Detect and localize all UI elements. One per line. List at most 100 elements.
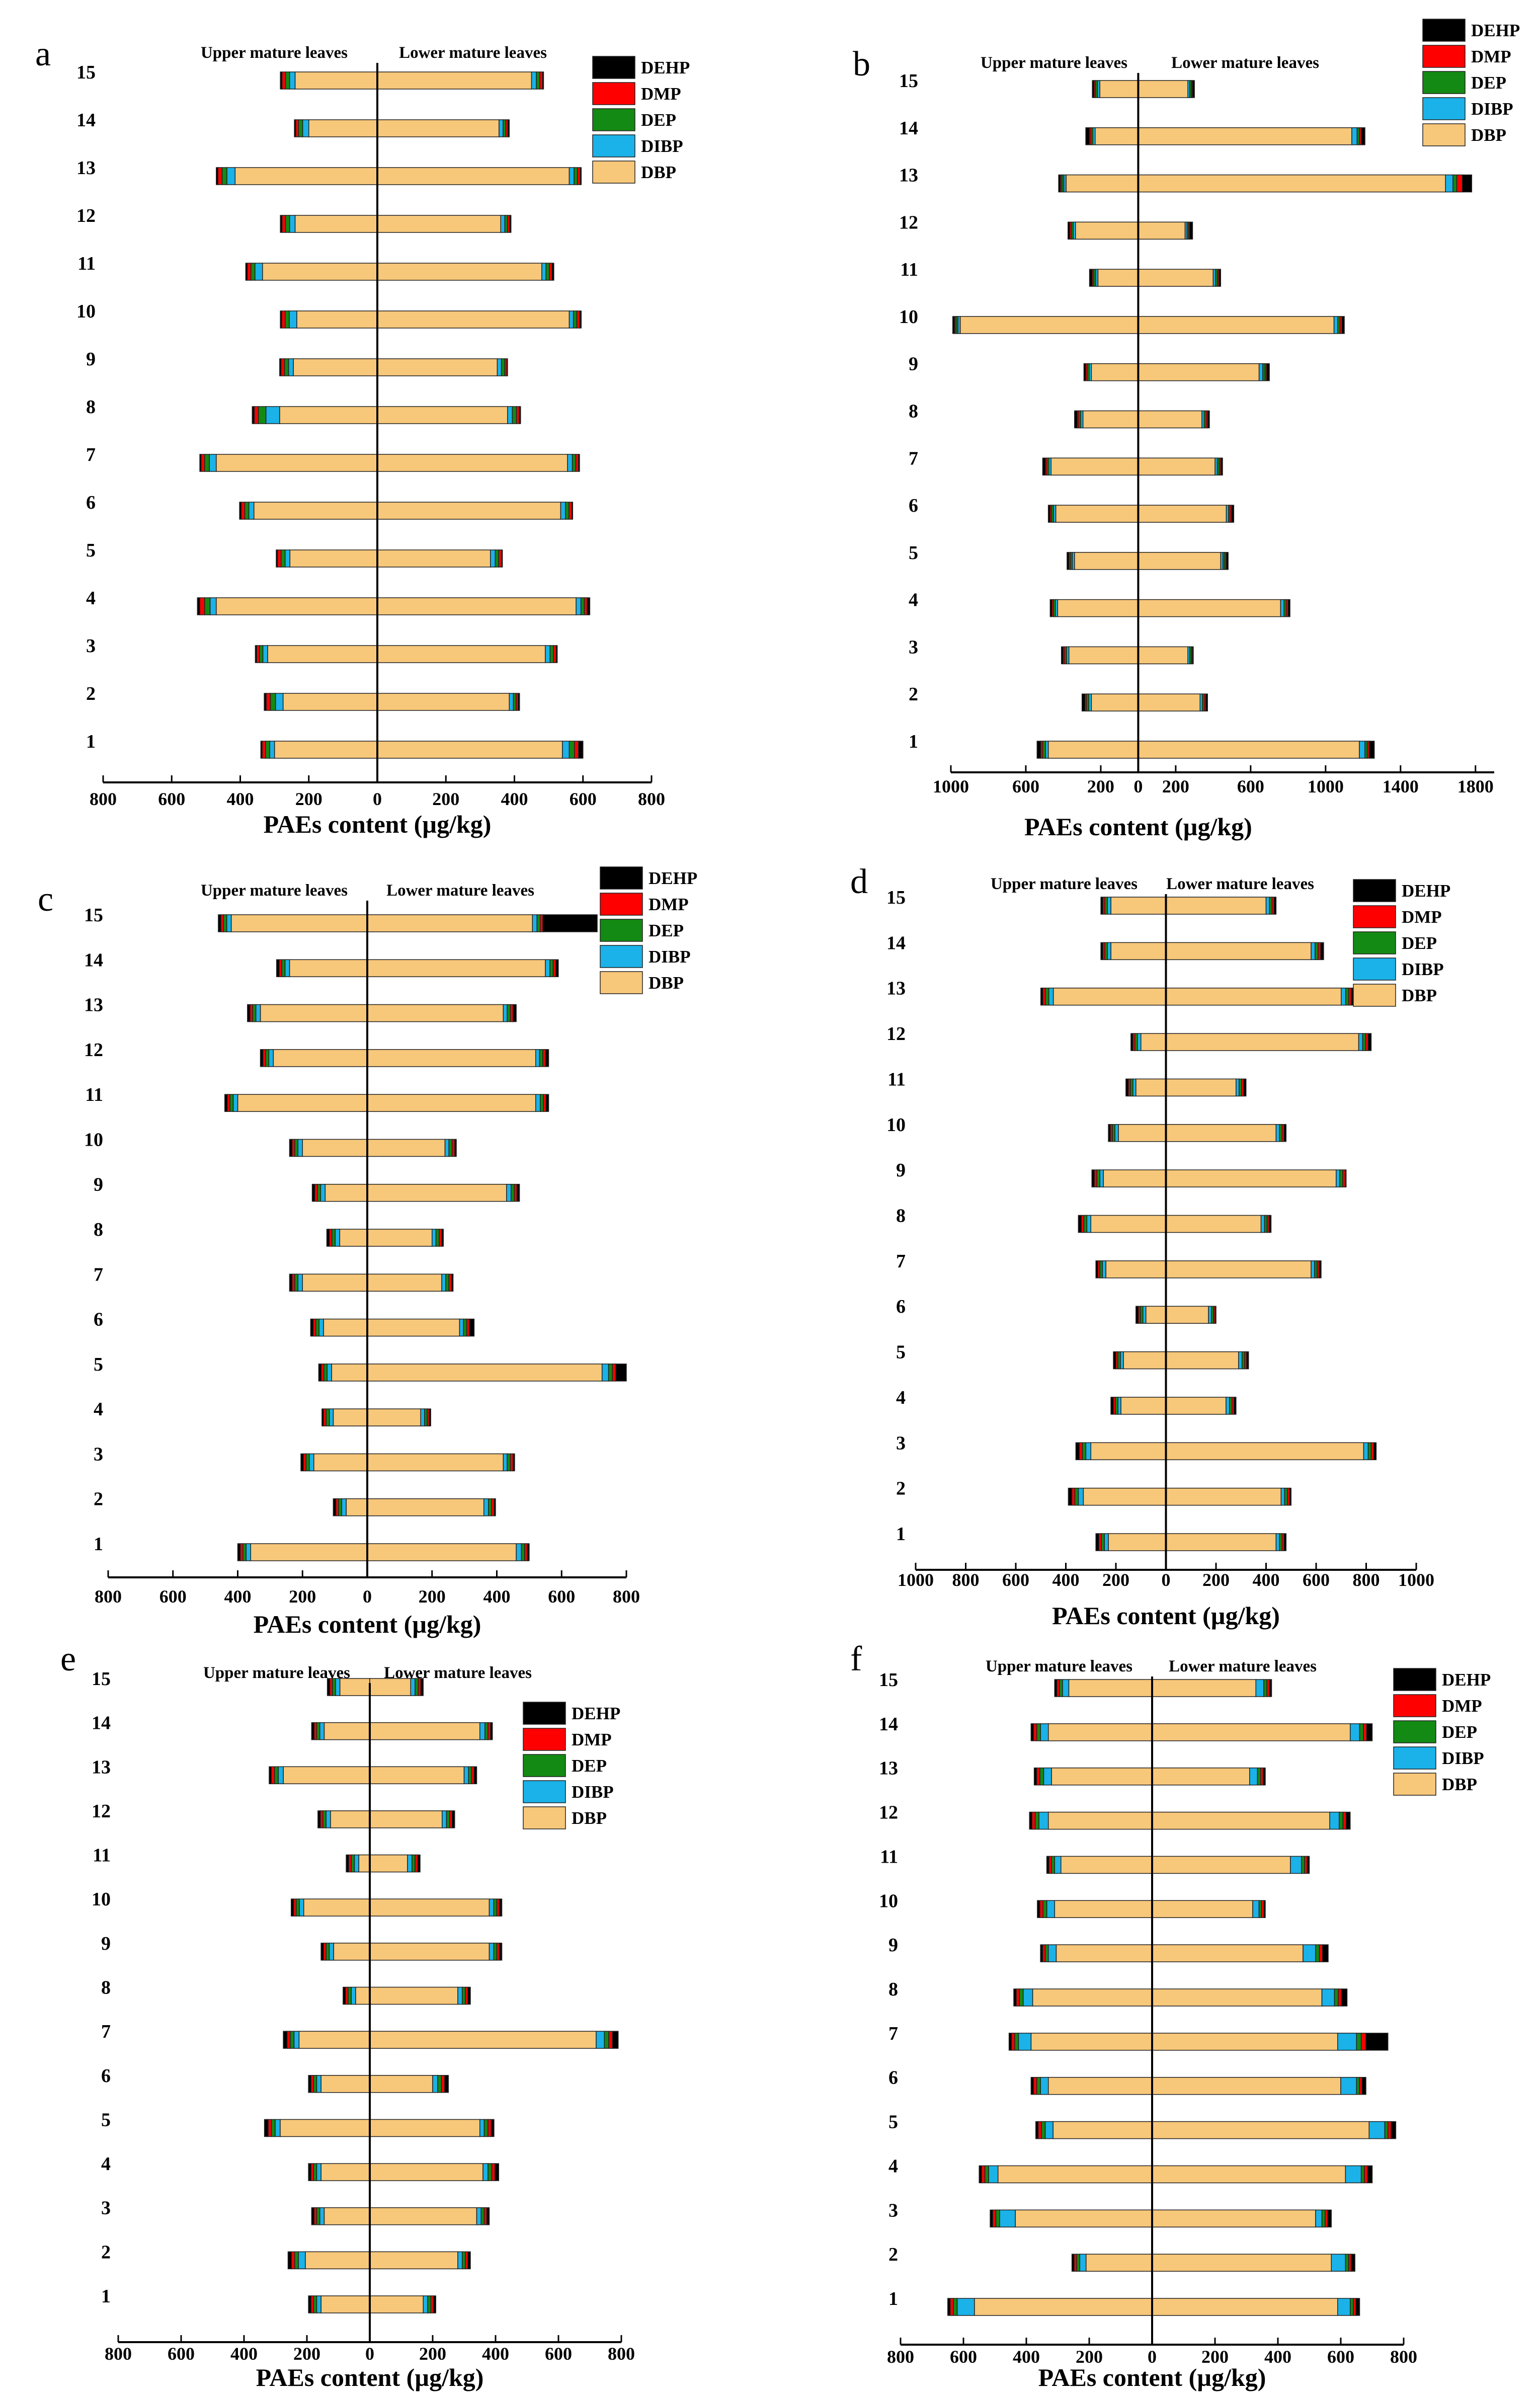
bar-lower-8-dehp — [467, 1986, 471, 2005]
bar-lower-14-dibp — [479, 1722, 485, 1740]
bar-lower-3-dibp — [545, 645, 551, 663]
bar-upper-2-dmp — [291, 2251, 295, 2270]
bar-upper-9-dibp — [1048, 1944, 1057, 1962]
legend-label-dbp: DBP — [641, 163, 676, 182]
bar-lower-3-dibp — [1363, 1442, 1369, 1461]
bar-lower-8-dehp — [441, 1229, 444, 1247]
bar-upper-13-dbp — [260, 1004, 368, 1022]
bar-lower-13-dbp — [1165, 987, 1342, 1006]
bar-upper-12-dmp — [1031, 1811, 1036, 1830]
bar-upper-15-dbp — [1110, 897, 1167, 915]
bar-upper-10-dehp — [1037, 1900, 1040, 1918]
bar-upper-2-dehp — [333, 1498, 337, 1516]
bar-upper-14-dbp — [1048, 1723, 1153, 1741]
x-tick-label: 400 — [1013, 2347, 1040, 2367]
bar-lower-15-dbp — [367, 914, 533, 932]
bar-lower-14-dehp — [1320, 942, 1324, 961]
bar-upper-5-dibp — [275, 2119, 281, 2137]
upper-leaves-title: Upper mature leaves — [991, 875, 1138, 893]
bar-upper-14-dmp — [279, 959, 282, 978]
legend-swatch-dibp — [523, 1780, 566, 1803]
bar-upper-15-dep — [285, 71, 290, 90]
x-axis-title: PAEs content (µg/kg) — [264, 810, 492, 838]
bar-upper-14-dehp — [276, 959, 280, 978]
bar-upper-9-dibp — [320, 1183, 326, 1202]
bar-upper-11-dehp — [346, 1854, 349, 1873]
bar-upper-6-dibp — [1040, 2076, 1049, 2095]
bar-lower-7-dbp — [377, 454, 568, 472]
legend-swatch-dep — [1353, 931, 1396, 954]
bar-lower-2-dep — [513, 693, 517, 711]
bar-lower-12-dbp — [377, 215, 501, 233]
x-tick-label: 0 — [363, 1586, 372, 1607]
bar-upper-14-dibp — [1107, 942, 1111, 961]
bar-upper-4-dep — [313, 2163, 317, 2181]
legend-swatch-dehp — [600, 866, 643, 890]
bar-lower-3-dehp — [1373, 1442, 1377, 1461]
bar-upper-9-dbp — [1091, 363, 1139, 381]
bar-lower-1-dbp — [377, 741, 563, 759]
bar-lower-10-dehp — [454, 1139, 457, 1157]
x-tick-label: 1400 — [1383, 776, 1419, 796]
bar-upper-12-dehp — [1029, 1811, 1032, 1830]
bar-lower-12-dep — [539, 1049, 543, 1067]
legend-label-dep: DEP — [1471, 73, 1506, 93]
bar-lower-2-dbp — [377, 693, 510, 711]
legend-label-dehp: DEHP — [649, 868, 697, 888]
sample-label: 15 — [84, 905, 103, 926]
bar-lower-2-dbp — [369, 2251, 458, 2270]
x-tick-label: 600 — [1303, 1570, 1330, 1590]
bar-upper-14-dehp — [311, 1722, 315, 1740]
sample-label: 9 — [888, 1935, 898, 1956]
bar-lower-9-dbp — [1152, 1944, 1304, 1962]
bar-upper-15-dehp — [1092, 80, 1095, 98]
bar-upper-2-dep — [338, 1498, 342, 1516]
bar-upper-6-dep — [315, 1318, 319, 1337]
bar-upper-5-dbp — [289, 549, 378, 568]
bar-lower-13-dehp — [580, 167, 582, 185]
bar-upper-4-dehp — [1110, 1397, 1114, 1415]
bar-upper-3-dep — [259, 645, 264, 663]
bar-lower-5-dep — [1384, 2121, 1389, 2139]
x-tick-label: 800 — [90, 789, 117, 809]
bar-lower-14-dibp — [1350, 1723, 1360, 1741]
legend-label-dmp: DMP — [1471, 47, 1511, 66]
bar-upper-14-dibp — [284, 959, 290, 978]
bar-upper-6-dehp — [239, 502, 242, 520]
bar-lower-4-dep — [488, 2163, 493, 2181]
bar-lower-3-dibp — [476, 2207, 481, 2225]
bar-lower-11-dehp — [545, 1094, 549, 1112]
bar-lower-10-dbp — [1152, 1900, 1253, 1918]
bar-upper-12-dehp — [1068, 221, 1071, 240]
x-tick-label: 0 — [373, 789, 382, 809]
bar-upper-6-dehp — [308, 2075, 311, 2093]
bar-lower-6-dbp — [1138, 505, 1227, 523]
bar-lower-9-dehp — [516, 1183, 520, 1202]
bar-lower-12-dmp — [1342, 1811, 1347, 1830]
x-tick-label: 200 — [1087, 776, 1114, 796]
bar-upper-2-dep — [1074, 1487, 1079, 1506]
sample-label: 6 — [86, 492, 96, 513]
bar-lower-7-dehp — [1220, 457, 1223, 476]
bar-upper-10-dmp — [291, 1139, 295, 1157]
bar-upper-14-dep — [281, 959, 286, 978]
bar-lower-5-dep — [608, 1364, 613, 1382]
bar-upper-3-dehp — [311, 2207, 315, 2225]
bar-upper-3-dmp — [256, 645, 260, 663]
bar-lower-7-dbp — [1165, 1260, 1312, 1278]
bar-upper-5-dbp — [1123, 1351, 1167, 1370]
bar-lower-4-dbp — [377, 597, 577, 615]
bar-upper-6-dmp — [312, 1318, 316, 1337]
bar-lower-15-dep — [536, 914, 541, 932]
bar-lower-14-dmp — [552, 959, 556, 978]
sample-label: 7 — [101, 2021, 111, 2042]
bar-lower-15-dehp — [1269, 1679, 1272, 1697]
bar-lower-4-dbp — [1165, 1397, 1227, 1415]
bar-lower-14-dehp — [507, 119, 510, 137]
legend-swatch-dibp — [600, 945, 643, 968]
bar-upper-4-dehp — [1049, 599, 1052, 617]
bar-upper-15-dehp — [218, 914, 221, 932]
bar-upper-4-dibp — [988, 2165, 999, 2184]
bar-upper-2-dibp — [298, 2251, 306, 2270]
